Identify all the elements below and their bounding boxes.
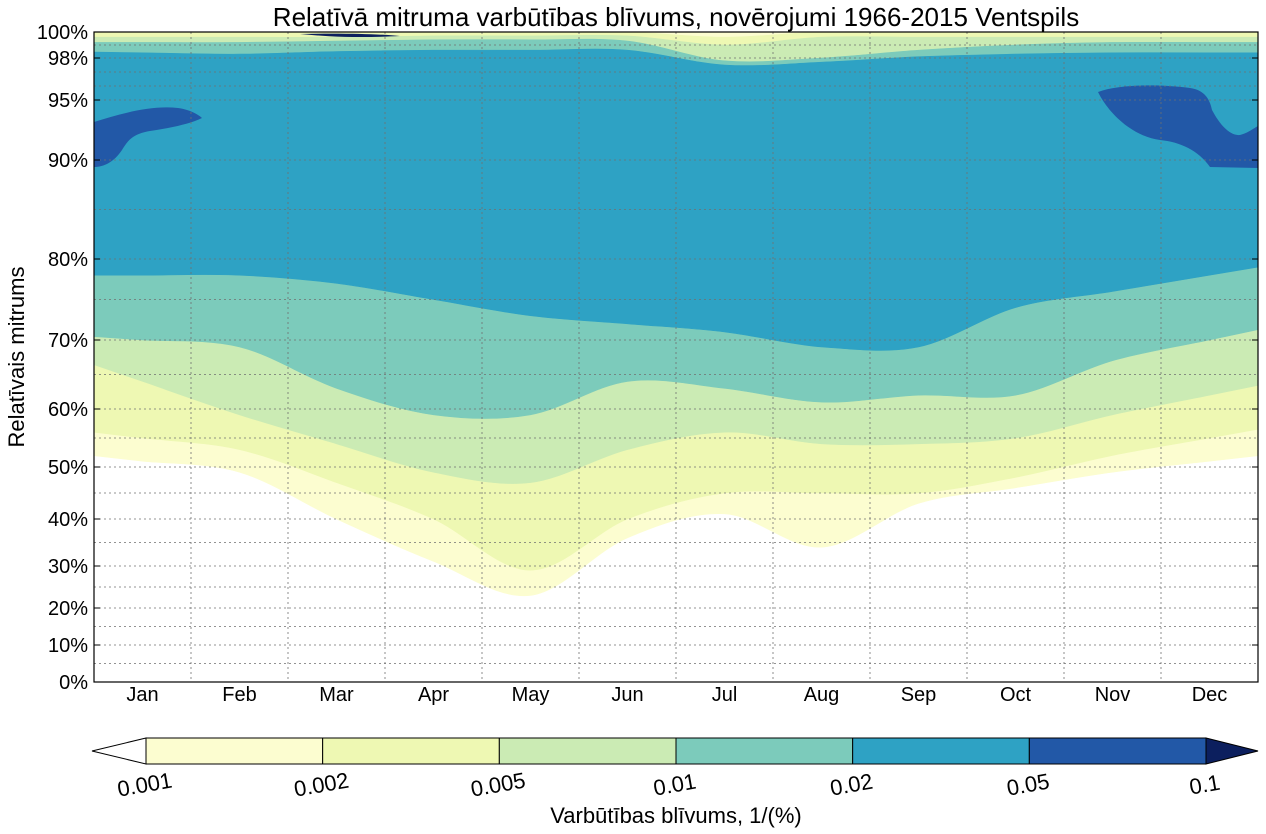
y-tick-label: 40%	[48, 509, 88, 531]
y-tick-label: 30%	[48, 556, 88, 578]
x-tick-label: Oct	[1000, 684, 1032, 706]
colorbar-segment	[145, 737, 324, 765]
x-tick-label: Apr	[418, 684, 449, 706]
high-density-regions	[94, 33, 1258, 168]
x-tick-label: Sep	[901, 684, 937, 706]
colorbar-tick-label: 0.002	[292, 768, 351, 802]
high-density-dec	[1098, 85, 1258, 168]
y-tick-label: 100%	[37, 22, 88, 44]
x-tick-label: Aug	[804, 684, 840, 706]
y-tick-label: 95%	[48, 90, 88, 112]
plot-frame	[93, 31, 1259, 683]
colorbar	[91, 737, 1259, 765]
x-tick-label: Nov	[1095, 684, 1131, 706]
colorbar-segment	[1028, 737, 1207, 765]
x-tick-label: Jan	[126, 684, 158, 706]
colorbar-segment	[852, 737, 1030, 765]
y-tick-label: 70%	[48, 330, 88, 352]
y-tick-label: 10%	[48, 635, 88, 657]
colorbar-tick-label: 0.05	[1005, 769, 1052, 801]
y-tick-label: 80%	[48, 249, 88, 271]
grid-lines	[94, 32, 1258, 682]
high-density-jan	[94, 107, 202, 167]
colorbar-segment	[675, 737, 854, 765]
x-axis-ticks: Jan Feb Mar Apr May Jun Jul Aug Sep Oct Nov Dec	[126, 684, 1227, 706]
density-bands	[93, 31, 1259, 682]
colorbar-extend-low	[91, 737, 147, 765]
x-tick-label: Mar	[319, 684, 354, 706]
y-axis-label: Relatīvais mitrums	[4, 267, 29, 448]
x-tick-label: Jul	[712, 684, 738, 706]
x-tick-label: Feb	[222, 684, 256, 706]
colorbar-label: Varbūtības blīvums, 1/(%)	[550, 803, 801, 828]
x-tick-label: Jun	[611, 684, 643, 706]
colorbar-tick-label: 0.001	[115, 768, 174, 802]
y-tick-label: 60%	[48, 399, 88, 421]
x-tick-label: May	[512, 684, 550, 706]
colorbar-tick-label: 0.01	[651, 769, 698, 801]
chart-title: Relatīvā mitruma varbūtības blīvums, nov…	[273, 2, 1079, 32]
y-tick-label: 50%	[48, 457, 88, 479]
x-tick-label: Dec	[1192, 684, 1228, 706]
colorbar-tick-label: 0.02	[828, 769, 875, 801]
colorbar-tick-label: 0.1	[1187, 770, 1221, 800]
colorbar-extend-high	[1205, 737, 1259, 765]
colorbar-segment	[322, 737, 500, 765]
colorbar-tick-label: 0.005	[469, 768, 528, 802]
colorbar-segment	[498, 737, 677, 765]
y-axis-ticks: 0% 10% 20% 30% 40% 50% 60% 70% 80% 90% 95% 98% 100%	[37, 22, 1258, 694]
y-tick-label: 0%	[59, 672, 88, 694]
y-tick-label: 20%	[48, 598, 88, 620]
y-tick-label: 98%	[48, 48, 88, 70]
y-tick-label: 90%	[48, 150, 88, 172]
colorbar-ticks: 0.001 0.002 0.005 0.01 0.02 0.05 0.1	[115, 768, 1222, 802]
peak-density-top	[300, 33, 400, 38]
